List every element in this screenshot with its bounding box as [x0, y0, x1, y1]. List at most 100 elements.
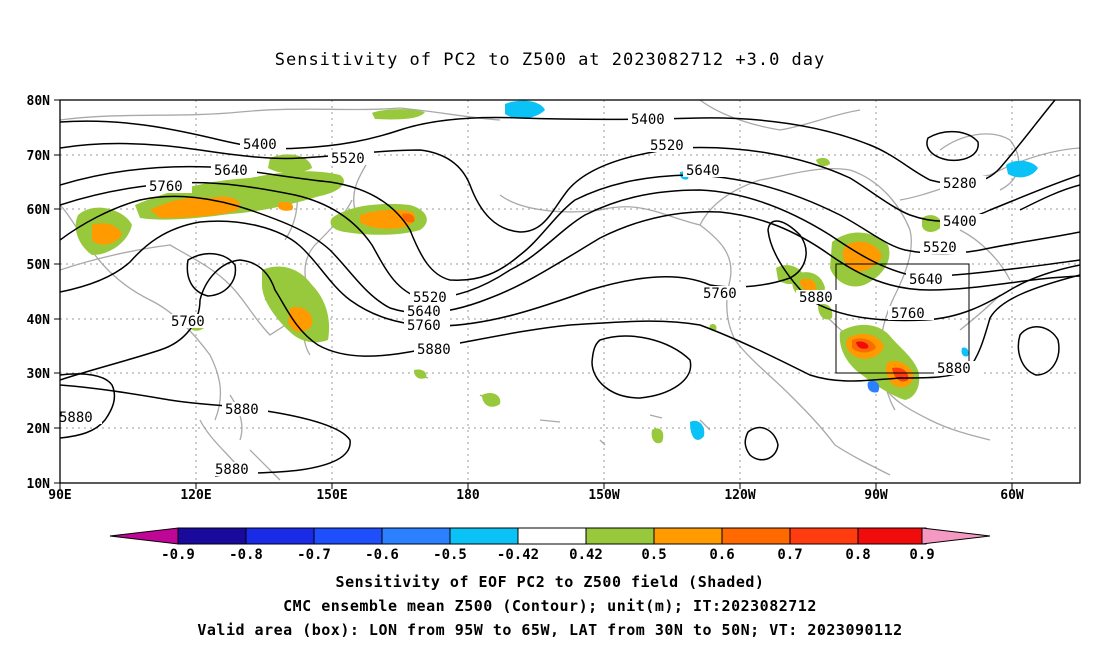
- shading-patch: [414, 369, 427, 379]
- lon-label: 120W: [724, 488, 755, 503]
- contour-label: 5400: [243, 137, 277, 153]
- colorbar-cell: [517, 527, 587, 545]
- contour-label: 5280: [943, 176, 977, 192]
- contour-line: [60, 373, 116, 439]
- contour-label: 5400: [943, 214, 977, 230]
- shading-patch: [800, 278, 817, 292]
- lat-label: 70N: [27, 149, 51, 164]
- sensitivity-shading: [75, 100, 1038, 444]
- contour-line: [186, 253, 237, 297]
- latitude-labels: 80N 70N 60N 50N 40N 30N 20N 10N: [27, 94, 51, 492]
- lat-label: 30N: [27, 367, 51, 382]
- colorbar-cell: [585, 527, 655, 545]
- contour-line: [60, 165, 1080, 281]
- contour-label: 5520: [923, 240, 957, 256]
- lon-label: 180: [456, 488, 480, 503]
- colorbar-label: -0.6: [365, 547, 399, 563]
- contour-label: 5760: [171, 314, 205, 330]
- shading-patch: [505, 100, 545, 119]
- contour-label: 5520: [331, 151, 365, 167]
- shading-patch: [651, 428, 664, 444]
- colorbar-cell: [789, 527, 859, 545]
- contour-line: [1017, 326, 1060, 376]
- contour-label: 5520: [650, 138, 684, 154]
- tick-marks: [54, 99, 1013, 489]
- contour-label: 5760: [407, 318, 441, 334]
- lat-label: 10N: [27, 477, 51, 492]
- contour-line: [591, 335, 692, 399]
- lon-label: 150E: [316, 488, 347, 503]
- contour-label: 5880: [417, 342, 451, 358]
- contour-label: 5520: [413, 290, 447, 306]
- shading-patch: [818, 304, 833, 320]
- colorbar-cell: [653, 527, 723, 545]
- colorbar-cell: [449, 527, 519, 545]
- shading-patch: [288, 306, 313, 332]
- lat-label: 80N: [27, 94, 51, 109]
- lon-label: 120E: [180, 488, 211, 503]
- lat-label: 50N: [27, 258, 51, 273]
- shading-patch: [360, 209, 416, 229]
- contour-line: [60, 384, 351, 477]
- contour-label: 5760: [703, 286, 737, 302]
- z500-contours: [60, 100, 1080, 477]
- shading-patch: [816, 157, 830, 167]
- colorbar-label: 0.5: [641, 547, 666, 563]
- colorbar-label: 0.42: [569, 547, 603, 563]
- contour-label: 5640: [214, 163, 248, 179]
- contour-line: [60, 220, 1080, 327]
- contour-labels: 5400 5520 5640 5760 5400 5520 5640 5760 …: [59, 112, 977, 478]
- caption-shading: Sensitivity of EOF PC2 to Z500 field (Sh…: [335, 573, 765, 591]
- colorbar-cell: [721, 527, 791, 545]
- lat-label: 20N: [27, 422, 51, 437]
- page-title: Sensitivity of PC2 to Z500 at 2023082712…: [274, 50, 826, 70]
- lat-label: 40N: [27, 313, 51, 328]
- shading-patch: [372, 109, 425, 120]
- contour-label: 5880: [937, 361, 971, 377]
- colorbar-label: -0.7: [297, 547, 331, 563]
- colorbar-label: -0.5: [433, 547, 467, 563]
- colorbar-label: 0.7: [777, 547, 802, 563]
- shading-patch: [262, 266, 330, 343]
- colorbar: -0.9 -0.8 -0.7 -0.6 -0.5 -0.42 0.42 0.5 …: [109, 527, 991, 563]
- colorbar-cell: [245, 527, 315, 545]
- contour-label: 5640: [909, 272, 943, 288]
- colorbar-cell: [313, 527, 383, 545]
- shading-patch: [961, 347, 969, 357]
- valid-area-box: [835, 263, 970, 374]
- contour-label: 5760: [149, 179, 183, 195]
- shading-patch: [690, 420, 705, 440]
- colorbar-cell: [381, 527, 451, 545]
- shading-patch: [1006, 160, 1038, 178]
- shading-patch: [867, 380, 880, 393]
- lon-label: 60W: [1000, 488, 1024, 503]
- colorbar-label: 0.8: [845, 547, 870, 563]
- colorbar-label: -0.8: [229, 547, 263, 563]
- lon-label: 150W: [588, 488, 619, 503]
- contour-line: [60, 195, 1080, 314]
- contour-line: [744, 426, 779, 461]
- map-figure: 5400 5520 5640 5760 5400 5520 5640 5760 …: [27, 94, 1081, 563]
- shading-patch: [92, 223, 122, 245]
- contour-label: 5880: [59, 410, 93, 426]
- colorbar-low-triangle: [109, 527, 179, 545]
- lon-label: 90W: [864, 488, 888, 503]
- contour-label: 5880: [215, 462, 249, 478]
- contour-line: [60, 142, 1080, 233]
- caption-contour: CMC ensemble mean Z500 (Contour); unit(m…: [283, 597, 817, 615]
- shading-patch: [268, 154, 312, 174]
- shading-patch: [402, 213, 415, 223]
- colorbar-cell: [177, 527, 247, 545]
- shading-patch: [482, 393, 501, 407]
- contour-line: [1019, 184, 1080, 211]
- colorbar-label: 0.6: [709, 547, 734, 563]
- shading-patch: [856, 341, 869, 349]
- lon-label: 90E: [48, 488, 71, 503]
- colorbar-label: 0.9: [909, 547, 934, 563]
- colorbar-label: -0.9: [161, 547, 195, 563]
- contour-line: [926, 130, 979, 162]
- caption-valid-area: Valid area (box): LON from 95W to 65W, L…: [197, 621, 903, 639]
- colorbar-high-triangle: [921, 527, 991, 545]
- shading-patch: [277, 201, 294, 211]
- contour-label: 5640: [686, 163, 720, 179]
